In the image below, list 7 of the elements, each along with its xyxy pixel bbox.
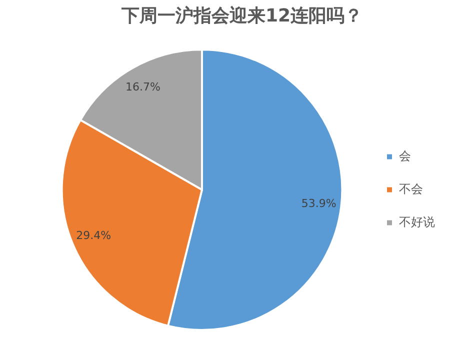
legend-label: 不会 bbox=[399, 182, 423, 196]
data-label: 29.4% bbox=[76, 228, 112, 242]
legend-label: 不好说 bbox=[399, 214, 435, 229]
legend-label: 会 bbox=[399, 148, 411, 163]
data-label: 16.7% bbox=[126, 80, 160, 94]
data-label: 53.9% bbox=[301, 197, 336, 210]
chart-title: 下周一沪指会迎来12连阳吗？ bbox=[120, 5, 363, 26]
